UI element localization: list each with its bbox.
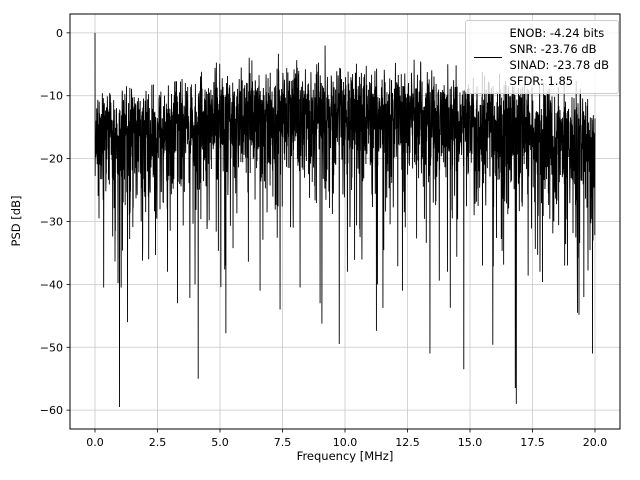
x-tick-label: 0.0	[86, 436, 104, 449]
legend-line-sample-icon	[473, 56, 502, 58]
x-axis-label: Frequency [MHz]	[297, 449, 394, 463]
x-tick-label: 10.0	[333, 436, 358, 449]
legend: ENOB: -4.24 bits SNR: -23.76 dB SINAD: -…	[464, 20, 619, 94]
x-tick-label: 20.0	[583, 436, 608, 449]
y-tick-label: −10	[40, 90, 63, 103]
x-tick-label: 2.5	[149, 436, 167, 449]
y-axis-label: PSD [dB]	[9, 196, 23, 247]
psd-trace-layer	[94, 32, 596, 407]
legend-entry-snr: SNR: -23.76 dB	[509, 42, 597, 56]
x-tick-label: 15.0	[458, 436, 483, 449]
x-tick-label: 5.0	[211, 436, 229, 449]
legend-entry-sinad: SINAD: -23.78 dB	[509, 58, 609, 72]
psd-trace	[94, 32, 596, 407]
x-tick-label: 12.5	[395, 436, 420, 449]
y-tick-label: −20	[40, 153, 63, 166]
y-tick-label: −30	[40, 216, 63, 229]
y-tick-label: −50	[40, 341, 63, 354]
x-tick-label: 7.5	[274, 436, 292, 449]
y-tick-label: 0	[56, 27, 63, 40]
legend-entry-enob: ENOB: -4.24 bits	[509, 26, 605, 40]
y-tick-label: −40	[40, 278, 63, 291]
tick-layer: 0.0 2.5 5.0 7.5 10.0 12.5 15.0 17.5 20.0 0 −10 −20 −…	[40, 27, 607, 449]
legend-entry-sfdr: SFDR: 1.85	[509, 74, 574, 88]
y-tick-label: −60	[40, 404, 63, 417]
legend-text-block: ENOB: -4.24 bits SNR: -23.76 dB SINAD: -…	[510, 25, 609, 89]
x-tick-label: 17.5	[520, 436, 545, 449]
